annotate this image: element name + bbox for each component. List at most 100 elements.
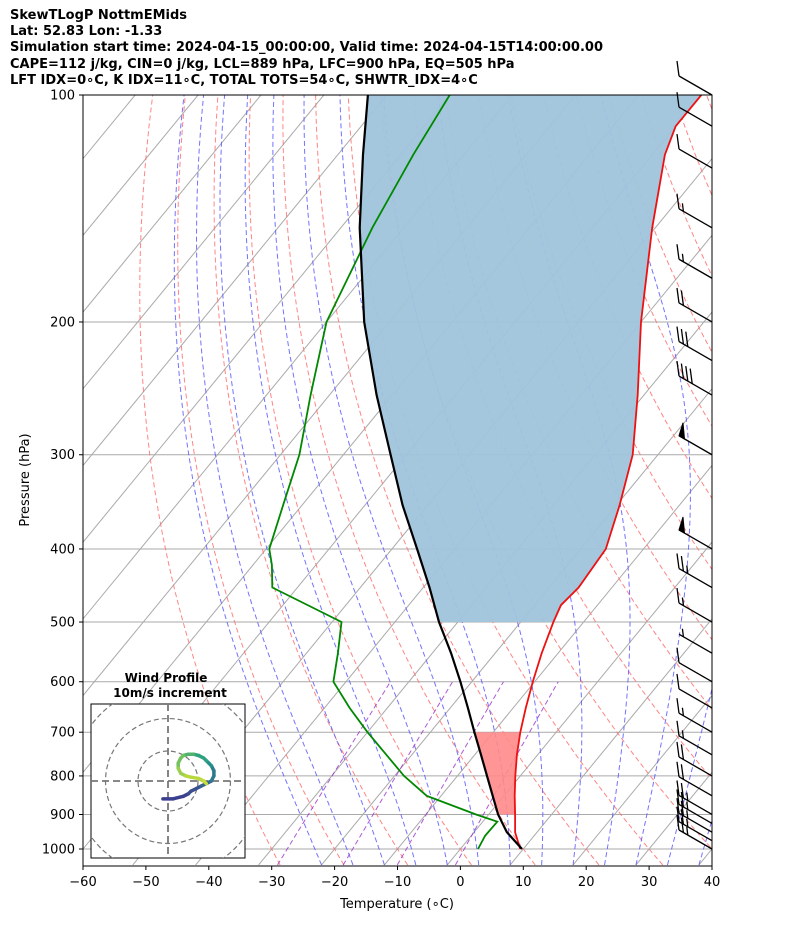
barb-full (676, 587, 680, 604)
barb-full (676, 360, 680, 377)
dry-adiabat (739, 95, 794, 865)
wind-barb (678, 422, 713, 456)
wind-barb (676, 761, 713, 797)
mixing-ratio-line (277, 681, 391, 866)
barb-shaft (678, 735, 713, 756)
dry-adiabat (640, 95, 712, 277)
barb-full (689, 368, 693, 384)
y-tick-label: 700 (50, 726, 75, 741)
barb-full (676, 780, 680, 796)
wind-barb (676, 60, 713, 96)
isotherm-line (762, 95, 794, 865)
y-tick-label: 200 (50, 315, 75, 330)
wind-barb (676, 244, 713, 279)
wind-barb (676, 720, 713, 756)
time-line: Simulation start time: 2024-04-15_00:00:… (10, 40, 603, 55)
isotherm-line (572, 694, 712, 866)
mixing-ratio-line (396, 681, 504, 866)
dry-adiabat (772, 95, 794, 865)
barb-full (676, 741, 680, 758)
isotherm-line (83, 95, 388, 467)
isotherm-line (83, 95, 451, 543)
x-tick-label: −10 (384, 875, 411, 890)
axis-layer: −60 −50 −40 −30 −20 −10 0 10 20 30 40 1000 900 800 700… (42, 89, 720, 891)
dry-adiabat (706, 95, 712, 111)
x-tick-label: −30 (258, 875, 285, 890)
barb-shaft (678, 75, 713, 96)
dry-adiabat (248, 95, 472, 866)
dewpoint-line (268, 95, 499, 850)
dry-adiabat (139, 95, 281, 866)
barb-full (676, 193, 680, 209)
wind-barb (676, 587, 713, 623)
data-layer (268, 95, 702, 850)
barb-full (676, 647, 680, 663)
barb-full (680, 744, 685, 760)
wind-barb (676, 780, 713, 816)
barb-shaft (678, 794, 713, 816)
isotherm-line (446, 541, 712, 866)
inset-title: Wind Profile (125, 671, 208, 685)
barb-full (676, 789, 680, 805)
barb-full (676, 720, 680, 736)
barb-full (680, 817, 685, 833)
y-tick-label: 300 (50, 448, 75, 463)
wind-barb (676, 814, 713, 850)
wind-barb (676, 360, 713, 396)
barb-shaft (678, 688, 713, 709)
moist-adiabat (698, 818, 712, 866)
x-tick-label: −40 (195, 875, 222, 890)
barb-shaft (678, 340, 713, 362)
barb-full (676, 133, 680, 150)
wind-barb (676, 287, 713, 323)
barb-half (681, 707, 685, 716)
barb-shaft (678, 106, 713, 127)
wind-barb (678, 516, 713, 550)
isotherm-line (698, 848, 712, 866)
barb-shaft (678, 756, 713, 777)
barb-full (680, 791, 685, 808)
barb-full (680, 290, 685, 306)
barb-shaft (678, 812, 713, 833)
inset-subtitle: 10m/s increment (113, 686, 227, 700)
x-axis-title: Temperature (∘C) (339, 897, 454, 912)
x-tick-label: 0 (456, 875, 464, 890)
barb-full (680, 555, 685, 572)
barb-shaft (678, 662, 713, 683)
y-tick-label: 1000 (42, 843, 75, 858)
wind-barb (676, 553, 713, 589)
y-axis-title: Pressure (hPa) (18, 433, 33, 526)
barb-shaft (678, 712, 713, 733)
isotherm-line (83, 95, 325, 390)
wind-barb (676, 798, 713, 833)
x-tick-label: −50 (132, 875, 159, 890)
dry-adiabat (673, 95, 712, 197)
moist-adiabat (272, 95, 448, 866)
barb-shaft (678, 633, 713, 654)
barb-full (676, 244, 680, 260)
dry-adiabat (177, 95, 345, 866)
x-tick-label: −60 (69, 875, 96, 890)
barb-shaft (678, 803, 713, 825)
y-tick-label: 100 (50, 89, 75, 104)
isotherm-line (321, 387, 712, 866)
barb-full (680, 809, 685, 825)
barb-half (686, 565, 689, 574)
barb-half (681, 730, 685, 739)
y-tick-label: 900 (50, 808, 75, 823)
wind-barb (676, 133, 713, 169)
moist-adiabat (173, 95, 322, 866)
dry-adiabat (575, 95, 712, 428)
hodograph-inset: Wind Profile 10m/s increment (90, 671, 246, 859)
moist-adiabat (244, 95, 417, 866)
x-tick-label: 30 (641, 875, 658, 890)
moist-adiabat (339, 95, 511, 865)
barb-full (676, 287, 680, 304)
barb-full (676, 798, 680, 814)
cin-area (474, 732, 521, 815)
barb-full (685, 331, 689, 347)
barb-half (686, 818, 689, 827)
barb-shaft (678, 208, 713, 229)
barb-half (686, 801, 689, 810)
isotherm-line (635, 771, 712, 866)
